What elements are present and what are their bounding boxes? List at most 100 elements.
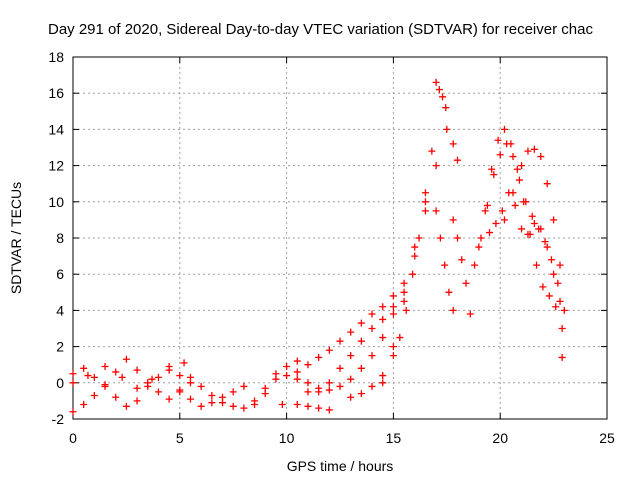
data-point — [283, 363, 291, 371]
data-point — [379, 372, 387, 380]
data-point — [513, 165, 521, 173]
data-point — [80, 401, 88, 409]
data-point — [118, 373, 126, 381]
data-point — [537, 225, 545, 233]
data-point — [500, 216, 508, 224]
data-point — [293, 401, 301, 409]
series-arc-13 — [432, 78, 450, 112]
data-point — [530, 145, 538, 153]
data-point — [208, 399, 216, 407]
data-point — [283, 372, 291, 380]
data-point — [278, 401, 286, 409]
data-point — [443, 125, 451, 133]
data-point — [122, 402, 130, 410]
data-point — [325, 346, 333, 354]
data-point — [368, 382, 376, 390]
data-point — [389, 303, 397, 311]
data-point — [347, 352, 355, 360]
data-point — [293, 368, 301, 376]
data-point — [507, 140, 515, 148]
data-point — [293, 375, 301, 383]
data-point — [176, 388, 184, 396]
data-point — [432, 207, 440, 215]
data-point — [84, 372, 92, 380]
data-point — [550, 216, 558, 224]
series-arc-16 — [449, 140, 461, 164]
y-tick-label: 6 — [56, 266, 64, 282]
data-point — [498, 207, 506, 215]
data-point — [421, 207, 429, 215]
data-point — [133, 366, 141, 374]
data-point — [176, 372, 184, 380]
data-point — [421, 189, 429, 197]
series-arc-19 — [486, 189, 564, 305]
y-tick-label: 4 — [56, 302, 64, 318]
data-point — [325, 386, 333, 394]
data-point — [543, 243, 551, 251]
data-point — [496, 151, 504, 159]
data-point — [528, 212, 536, 220]
data-point — [304, 361, 312, 369]
series-arc-11 — [347, 147, 436, 401]
series-arc-7 — [278, 401, 333, 414]
data-point — [537, 153, 545, 161]
series-arc-14 — [432, 207, 457, 314]
data-point — [144, 379, 152, 387]
data-point — [325, 379, 333, 387]
data-point — [462, 279, 470, 287]
data-point — [325, 406, 333, 414]
data-point — [554, 279, 562, 287]
data-point — [545, 292, 553, 300]
series-arc-3 — [69, 359, 188, 392]
data-point — [488, 165, 496, 173]
data-point — [229, 388, 237, 396]
data-point — [441, 261, 449, 269]
data-point — [518, 225, 526, 233]
data-point — [428, 147, 436, 155]
series-arc-12 — [379, 125, 451, 387]
data-point — [458, 256, 466, 264]
x-tick-label: 10 — [279, 430, 295, 446]
series-arc-6 — [251, 370, 323, 405]
data-point — [466, 310, 474, 318]
data-point — [471, 261, 479, 269]
x-tick-label: 15 — [386, 430, 402, 446]
data-point — [357, 390, 365, 398]
y-tick-label: 16 — [48, 85, 64, 101]
y-tick-label: 14 — [48, 121, 64, 137]
data-point — [240, 404, 248, 412]
y-tick-label: 2 — [56, 339, 64, 355]
data-point — [475, 243, 483, 251]
data-point — [186, 373, 194, 381]
x-tick-label: 5 — [176, 430, 184, 446]
x-tick-label: 25 — [599, 430, 615, 446]
chart-title: Day 291 of 2020, Sidereal Day-to-day VTE… — [48, 21, 593, 38]
y-tick-label: 18 — [48, 49, 64, 65]
data-point — [197, 382, 205, 390]
data-point — [432, 162, 440, 170]
y-tick-label: -2 — [52, 411, 65, 427]
data-point — [315, 388, 323, 396]
data-point — [154, 388, 162, 396]
data-point — [368, 325, 376, 332]
data-point — [293, 357, 301, 365]
data-point — [518, 162, 526, 170]
data-point — [379, 379, 387, 387]
y-tick-label: 8 — [56, 230, 64, 246]
data-point — [524, 230, 532, 238]
x-axis-label: GPS time / hours — [287, 458, 394, 474]
data-point — [304, 388, 312, 396]
data-point — [357, 337, 365, 345]
data-point — [112, 393, 120, 401]
data-point — [483, 201, 491, 209]
data-point — [481, 207, 489, 215]
data-point — [347, 393, 355, 401]
data-point — [533, 261, 541, 269]
data-point — [165, 395, 173, 403]
data-point — [439, 93, 447, 101]
data-point — [435, 86, 443, 94]
data-point — [530, 220, 538, 228]
data-point — [556, 297, 564, 305]
series-arc-8 — [293, 292, 397, 376]
